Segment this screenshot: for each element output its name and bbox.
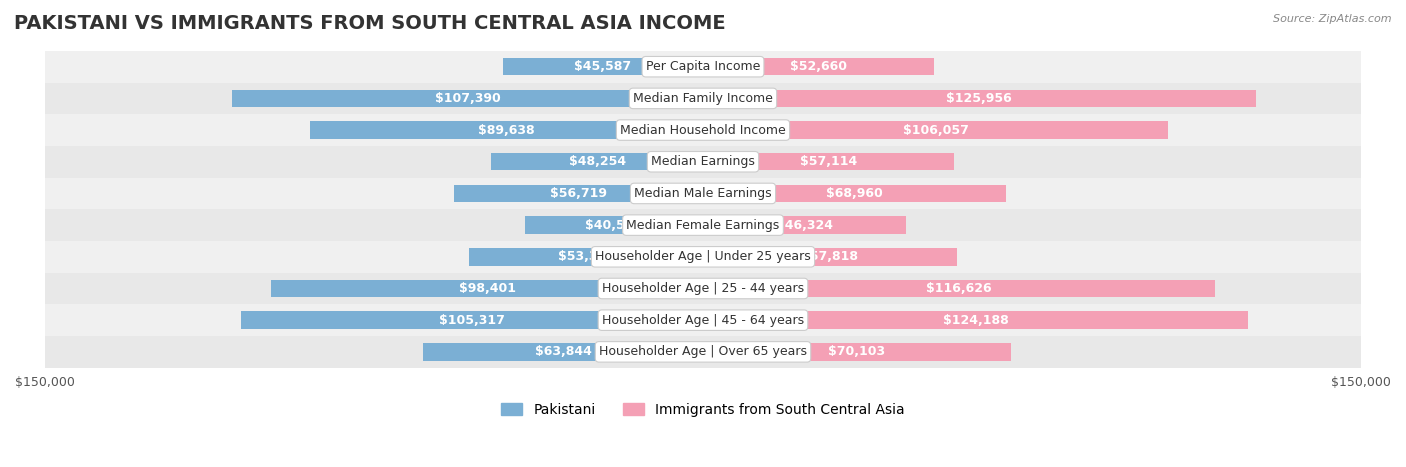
Text: $45,587: $45,587 (575, 60, 631, 73)
Text: $68,960: $68,960 (825, 187, 883, 200)
Bar (703, 216, 907, 234)
Text: $46,324: $46,324 (776, 219, 834, 232)
Bar (232, 90, 703, 107)
Bar (470, 248, 703, 266)
Text: Per Capita Income: Per Capita Income (645, 60, 761, 73)
Bar (703, 185, 1005, 202)
Bar (423, 343, 703, 361)
Bar (491, 153, 703, 170)
Text: $125,956: $125,956 (946, 92, 1012, 105)
Text: $57,114: $57,114 (800, 155, 856, 168)
Bar (703, 90, 1256, 107)
Text: Median Family Income: Median Family Income (633, 92, 773, 105)
Bar (703, 280, 1215, 297)
Bar (703, 58, 934, 75)
Bar (271, 280, 703, 297)
Text: $98,401: $98,401 (458, 282, 516, 295)
Bar (703, 248, 956, 266)
Bar (45, 114, 1361, 146)
Bar (309, 121, 703, 139)
Bar (45, 273, 1361, 304)
Bar (524, 216, 703, 234)
Text: Householder Age | Over 65 years: Householder Age | Over 65 years (599, 346, 807, 358)
Bar (45, 177, 1361, 209)
Text: Householder Age | Under 25 years: Householder Age | Under 25 years (595, 250, 811, 263)
Text: PAKISTANI VS IMMIGRANTS FROM SOUTH CENTRAL ASIA INCOME: PAKISTANI VS IMMIGRANTS FROM SOUTH CENTR… (14, 14, 725, 33)
Bar (45, 209, 1361, 241)
Bar (703, 311, 1247, 329)
Text: $53,325: $53,325 (558, 250, 614, 263)
Text: Source: ZipAtlas.com: Source: ZipAtlas.com (1274, 14, 1392, 24)
Text: $70,103: $70,103 (828, 346, 886, 358)
Bar (45, 83, 1361, 114)
Text: Householder Age | 25 - 44 years: Householder Age | 25 - 44 years (602, 282, 804, 295)
Text: Median Male Earnings: Median Male Earnings (634, 187, 772, 200)
Bar (45, 336, 1361, 368)
Text: $52,660: $52,660 (790, 60, 846, 73)
Text: $89,638: $89,638 (478, 124, 534, 136)
Bar (454, 185, 703, 202)
Text: $48,254: $48,254 (568, 155, 626, 168)
Text: $63,844: $63,844 (534, 346, 592, 358)
Legend: Pakistani, Immigrants from South Central Asia: Pakistani, Immigrants from South Central… (496, 397, 910, 422)
Bar (703, 153, 953, 170)
Text: $124,188: $124,188 (942, 314, 1008, 327)
Text: $40,596: $40,596 (585, 219, 643, 232)
Bar (45, 146, 1361, 177)
Text: $107,390: $107,390 (434, 92, 501, 105)
Text: Median Household Income: Median Household Income (620, 124, 786, 136)
Bar (240, 311, 703, 329)
Text: $57,818: $57,818 (801, 250, 858, 263)
Bar (703, 343, 1011, 361)
Bar (45, 304, 1361, 336)
Text: Median Female Earnings: Median Female Earnings (627, 219, 779, 232)
Text: $106,057: $106,057 (903, 124, 969, 136)
Text: Median Earnings: Median Earnings (651, 155, 755, 168)
Text: $116,626: $116,626 (927, 282, 991, 295)
Bar (703, 121, 1168, 139)
Bar (503, 58, 703, 75)
Text: Householder Age | 45 - 64 years: Householder Age | 45 - 64 years (602, 314, 804, 327)
Text: $105,317: $105,317 (439, 314, 505, 327)
Bar (45, 241, 1361, 273)
Bar (45, 51, 1361, 83)
Text: $56,719: $56,719 (550, 187, 607, 200)
